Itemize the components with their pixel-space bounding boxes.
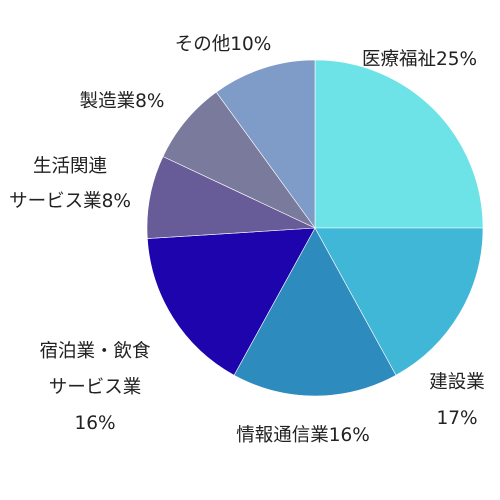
slice-label: 17%: [436, 408, 477, 429]
pie-slice: [147, 227, 316, 376]
slice-label: 建設業: [429, 372, 485, 393]
slice-label: その他10%: [175, 34, 272, 55]
pie-slice: [314, 59, 484, 229]
slice-label: 情報通信業16%: [236, 425, 370, 446]
slice-label: サービス業8%: [9, 191, 131, 212]
slice-label: サービス業: [49, 377, 142, 398]
slice-label: 製造業8%: [80, 91, 165, 112]
pie-slice: [215, 59, 316, 229]
pie-slice: [233, 227, 397, 397]
pie-slices: [146, 59, 484, 397]
slice-label: 生活関連: [33, 156, 108, 177]
slice-label: 医療福祉25%: [362, 49, 477, 70]
slice-label: 16%: [74, 413, 115, 434]
slice-label: 宿泊業・飲食: [39, 341, 151, 362]
pie-slice: [314, 227, 484, 376]
